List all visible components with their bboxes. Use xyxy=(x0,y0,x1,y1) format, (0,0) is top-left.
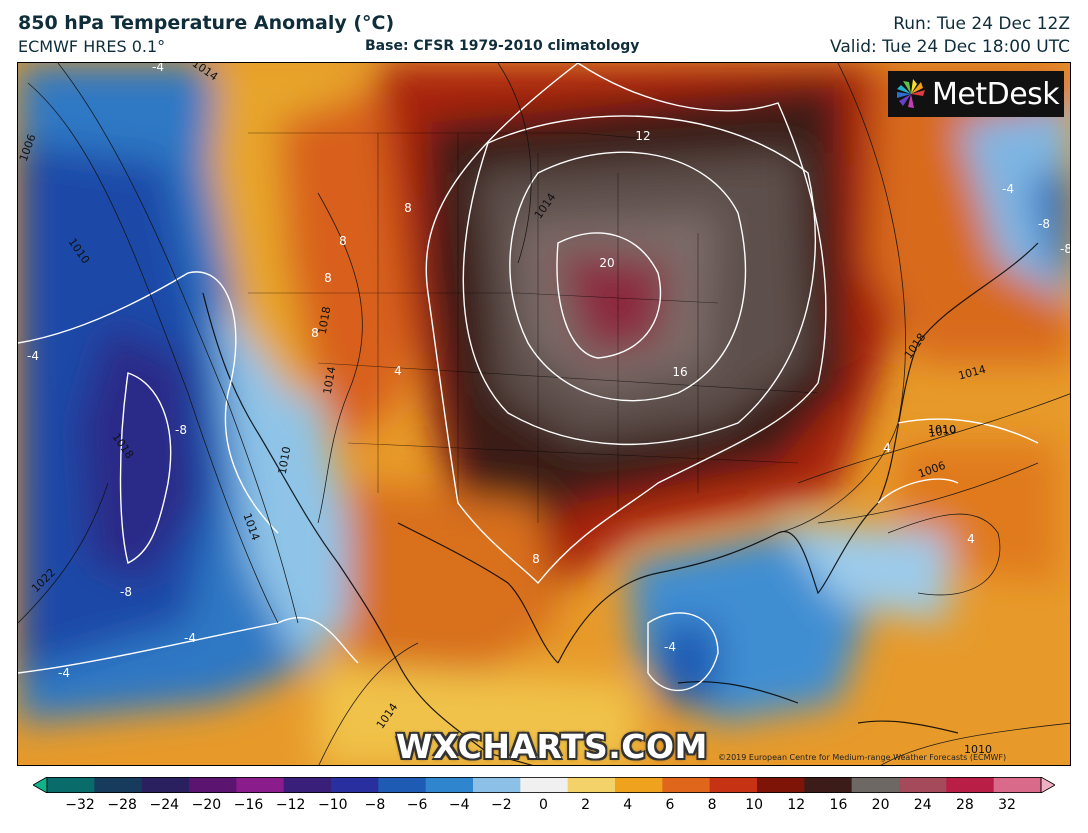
anomaly-label: 8 xyxy=(404,201,412,215)
anomaly-label: -4 xyxy=(27,349,39,363)
colorbar-segment xyxy=(946,777,995,793)
colorbar-tick-label: −6 xyxy=(406,797,428,813)
anomaly-label: -4 xyxy=(152,63,164,74)
anomaly-label: -4 xyxy=(58,666,70,680)
colorbar-tick-label: 16 xyxy=(829,797,848,813)
colorbar-tick-label: −24 xyxy=(149,797,180,813)
colorbar-tick-label: 4 xyxy=(623,797,633,813)
anomaly-label: -4 xyxy=(1002,182,1014,196)
isobar-label: 1010 xyxy=(276,445,294,475)
colorbar-segment xyxy=(567,777,616,793)
isobar-label: 1014 xyxy=(321,365,339,395)
colorbar-tick-label: −20 xyxy=(191,797,222,813)
colorbar-segment xyxy=(520,777,569,793)
colorbar-frame xyxy=(46,777,1042,793)
colorbar-tick-label: 24 xyxy=(913,797,932,813)
colorbar-tick-label: 2 xyxy=(581,797,591,813)
isobar-label: 1010 xyxy=(928,423,958,440)
anomaly-label: -4 xyxy=(184,631,196,645)
colorbar-segment xyxy=(851,777,900,793)
colorbar-segment xyxy=(615,777,663,793)
anomaly-label: 4 xyxy=(394,364,402,378)
anomaly-label: 20 xyxy=(599,256,614,270)
colorbar-segment xyxy=(662,777,711,793)
anomaly-label: 4 xyxy=(967,532,975,546)
isobar-label: 1018 xyxy=(316,305,334,335)
colorbar-tick-label: 0 xyxy=(539,797,548,813)
colorbar-segment xyxy=(141,777,190,793)
colorbar-segment xyxy=(236,777,285,793)
colorbar-segment xyxy=(473,777,521,793)
colorbar-tick-label: 6 xyxy=(665,797,675,813)
colorbar-segment xyxy=(804,777,853,793)
colorbar-tick-label: 32 xyxy=(998,797,1016,813)
anomaly-field: 12 20 16 8 8 8 8 8 4 4 4 -4 -4 -4 -4 -8 … xyxy=(18,63,1071,765)
anomaly-label: 8 xyxy=(532,552,540,566)
anomaly-label: 12 xyxy=(635,129,650,143)
isobar-label: 1010 xyxy=(964,743,992,756)
colorbar-tick-label: −16 xyxy=(233,797,264,813)
anomaly-label: 8 xyxy=(311,326,319,340)
anomaly-label: 8 xyxy=(339,234,347,248)
metdesk-flower-icon xyxy=(897,79,925,108)
colorbar-tick-label: −28 xyxy=(107,797,137,813)
colorbar-segment xyxy=(283,777,332,793)
colorbar-segment xyxy=(757,777,805,793)
colorbar-tick-label: 28 xyxy=(955,797,974,813)
colorbar-tick-label: 12 xyxy=(787,797,806,813)
anomaly-label: -4 xyxy=(664,640,676,654)
anomaly-label: -8 xyxy=(120,585,132,599)
colorbar-segment xyxy=(709,777,758,793)
colorbar-tick-label: 20 xyxy=(871,797,890,813)
model-name: ECMWF HRES 0.1° xyxy=(18,37,166,56)
colorbar-tick-label: 10 xyxy=(745,797,764,813)
climatology-base: Base: CFSR 1979-2010 climatology xyxy=(365,38,640,54)
colorbar-extend-high xyxy=(1040,777,1055,793)
anomaly-label: 8 xyxy=(324,271,332,285)
colorbar-tick-label: −8 xyxy=(364,797,386,813)
metdesk-logo: MetDesk xyxy=(888,71,1064,117)
colorbar-tick-label: 8 xyxy=(707,797,717,813)
colorbar xyxy=(33,777,1055,793)
colorbar-ticks: −32 −28 −24 −20 −16 −12 −10 −8 −6 −4 −2 0 2 4 6 8 10 12 16… xyxy=(0,797,1088,817)
colorbar-tick-label: −2 xyxy=(491,797,512,813)
run-time: Run: Tue 24 Dec 12Z xyxy=(893,14,1070,34)
colorbar-segment xyxy=(378,777,427,793)
colorbar-tick-label: −12 xyxy=(275,797,306,813)
colorbar-tick-label: −10 xyxy=(318,797,348,813)
colorbar-tick-label: −4 xyxy=(448,797,470,813)
chart-title: 850 hPa Temperature Anomaly (°C) xyxy=(18,12,395,34)
valid-time: Valid: Tue 24 Dec 18:00 UTC xyxy=(830,37,1070,57)
colorbar-segment xyxy=(425,777,474,793)
colorbar-segment xyxy=(331,777,379,793)
anomaly-map: 12 20 16 8 8 8 8 8 4 4 4 -4 -4 -4 -4 -8 … xyxy=(17,62,1071,766)
colorbar-segment xyxy=(189,777,237,793)
isobar-label: 1010 xyxy=(928,423,956,436)
colorbar-segment xyxy=(47,777,95,793)
anomaly-label: -8 xyxy=(1038,217,1050,231)
anomaly-label: 16 xyxy=(672,365,687,379)
anomaly-label: -8 xyxy=(1060,242,1071,256)
watermark: WXCHARTS.COM xyxy=(396,727,708,766)
colorbar-segment xyxy=(993,777,1042,793)
colorbar-extend-low xyxy=(33,777,48,793)
colorbar-tick-label: −32 xyxy=(65,797,95,813)
copyright-notice: ©2019 European Centre for Medium-range W… xyxy=(718,753,1007,762)
anomaly-label: 4 xyxy=(883,441,891,455)
colorbar-segment xyxy=(94,777,143,793)
anomaly-label: -8 xyxy=(175,423,187,437)
logo-text: MetDesk xyxy=(932,76,1060,112)
colorbar-segment xyxy=(899,777,947,793)
